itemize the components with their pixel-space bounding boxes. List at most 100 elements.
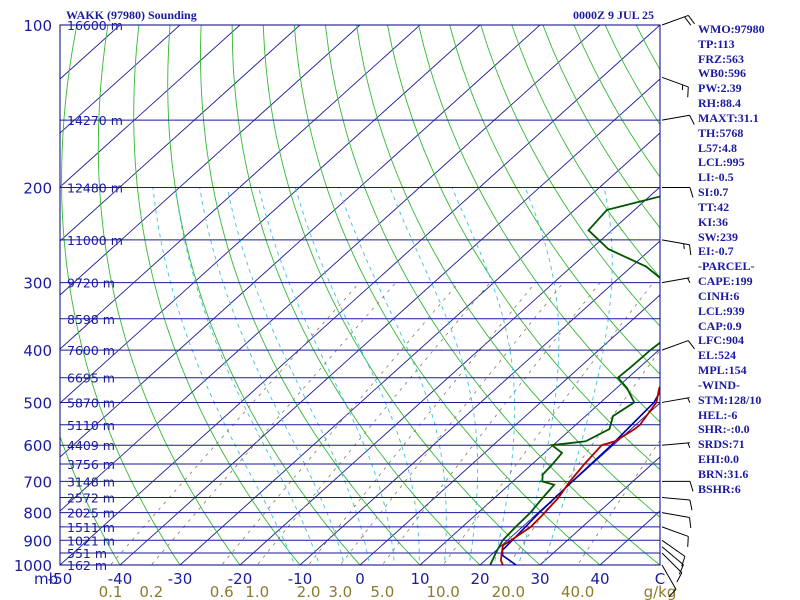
index-item: BSHR:6 — [698, 482, 800, 497]
wind-barb-feather — [676, 572, 683, 583]
mixing-ratio-line — [109, 282, 360, 565]
mixing-ratio-label: 40.0 — [561, 583, 594, 600]
height-label: 8598 m — [67, 312, 115, 327]
wind-barb — [661, 564, 677, 598]
isotherm-line — [359, 294, 660, 565]
index-item: EHI:0.0 — [698, 452, 800, 467]
index-value: 563 — [726, 51, 744, 66]
temperature-tick-label: C — [655, 570, 665, 588]
index-value: 31.6 — [727, 466, 749, 481]
temperature-tick-label: -30 — [168, 570, 193, 588]
index-value: 0.9 — [726, 318, 742, 333]
moist-adiabat — [258, 187, 395, 565]
wind-barb-staff — [661, 397, 690, 403]
wind-barb-staff — [661, 526, 689, 537]
plot-frame — [59, 24, 661, 566]
wind-barb-feather — [689, 481, 694, 492]
index-item: TH:5768 — [698, 126, 800, 141]
index-key: PW: — [698, 81, 721, 96]
height-label: 3148 m — [67, 474, 115, 489]
index-key: RH: — [698, 96, 720, 111]
index-item: CAPE:199 — [698, 274, 800, 289]
pressure-tick-label: 900 — [23, 532, 52, 550]
height-label: 12480 m — [67, 181, 123, 196]
index-item: MPL:154 — [698, 363, 800, 378]
index-item: SRDS:71 — [698, 437, 800, 452]
temperature-tick-label: -40 — [108, 570, 133, 588]
index-item: SHR:-:0.0 — [698, 422, 800, 437]
index-value: 154 — [728, 363, 747, 378]
isotherm-line — [60, 25, 241, 188]
isotherm-line — [60, 25, 181, 134]
index-key: WB0: — [698, 66, 728, 81]
wind-barb-half-feather — [687, 397, 691, 403]
sounding-profiles — [489, 195, 660, 565]
index-value: 0.7 — [713, 185, 729, 200]
height-label: 5870 m — [67, 395, 115, 410]
wind-barb-feather — [687, 86, 689, 98]
index-key: STM: — [698, 392, 728, 407]
index-item: SI:0.7 — [698, 185, 800, 200]
temperature-tick-label: 0 — [355, 570, 365, 588]
height-label: 14270 m — [67, 113, 123, 128]
moist-adiabat — [199, 187, 345, 565]
isotherm-line — [60, 25, 61, 26]
moist-adiabat — [174, 187, 321, 565]
valid-time: 0000Z 9 JUL 25 — [572, 8, 654, 22]
isotherm-line — [119, 78, 660, 565]
dry-adiabat — [167, 25, 361, 565]
index-item: BRN:31.6 — [698, 467, 800, 482]
index-key: HEL: — [698, 407, 728, 422]
wind-barb — [661, 526, 689, 547]
moist-adiabat — [518, 187, 560, 565]
index-value: 113 — [717, 36, 735, 51]
index-key: SHR: — [698, 422, 727, 437]
isotherm-line — [60, 25, 301, 242]
index-value: 128/10 — [728, 392, 762, 407]
index-key: -PARCEL- — [698, 259, 755, 274]
index-key: KI: — [698, 214, 716, 229]
temperature-trace — [499, 385, 660, 565]
index-item: WMO:97980 — [698, 22, 800, 37]
wind-barb-staff — [661, 497, 690, 501]
wind-barb-feather — [687, 15, 695, 25]
temperature-tick-label: -50 — [48, 570, 73, 588]
moist-adiabat — [338, 187, 447, 565]
wind-barb-feather — [668, 588, 677, 598]
index-value: 6 — [734, 481, 741, 496]
wind-barb — [661, 14, 695, 26]
dry-adiabat — [449, 25, 660, 375]
mixing-ratio-label: 20.0 — [492, 583, 525, 600]
dry-adiabat — [231, 25, 481, 565]
index-value: -0.7 — [714, 244, 734, 259]
dry-adiabat — [324, 25, 660, 565]
index-value: 199 — [734, 274, 753, 289]
index-value: 524 — [718, 348, 737, 363]
height-label: 4409 m — [67, 438, 115, 453]
dry-adiabat — [97, 25, 241, 565]
wind-barb-staff — [661, 14, 689, 26]
wind-barb-staff — [661, 539, 686, 557]
wind-barb-feather — [684, 16, 692, 26]
index-item: STM:128/10 — [698, 393, 800, 408]
mixing-ratio-unit: g/kg — [644, 583, 677, 600]
pressure-tick-label: 200 — [23, 180, 52, 198]
parcel-trace — [501, 390, 660, 565]
wind-barb — [661, 497, 693, 511]
index-item: EI:-0.7 — [698, 244, 800, 259]
wind-barb — [661, 277, 691, 284]
index-key: TH: — [698, 125, 720, 140]
isotherm-line — [239, 186, 660, 565]
temperature-tick-label: -20 — [228, 570, 253, 588]
wind-barb-feather — [689, 517, 692, 528]
moist-adiabat — [294, 187, 420, 565]
dry-adiabat — [293, 25, 601, 565]
index-item: EL:524 — [698, 348, 800, 363]
wind-barb-staff — [661, 340, 689, 351]
index-item: LI:-0.5 — [698, 170, 800, 185]
mixing-ratio-line — [221, 282, 459, 565]
wind-barb — [661, 539, 686, 567]
pressure-tick-label: 700 — [23, 473, 52, 491]
pressure-tick-label: 300 — [23, 275, 52, 293]
